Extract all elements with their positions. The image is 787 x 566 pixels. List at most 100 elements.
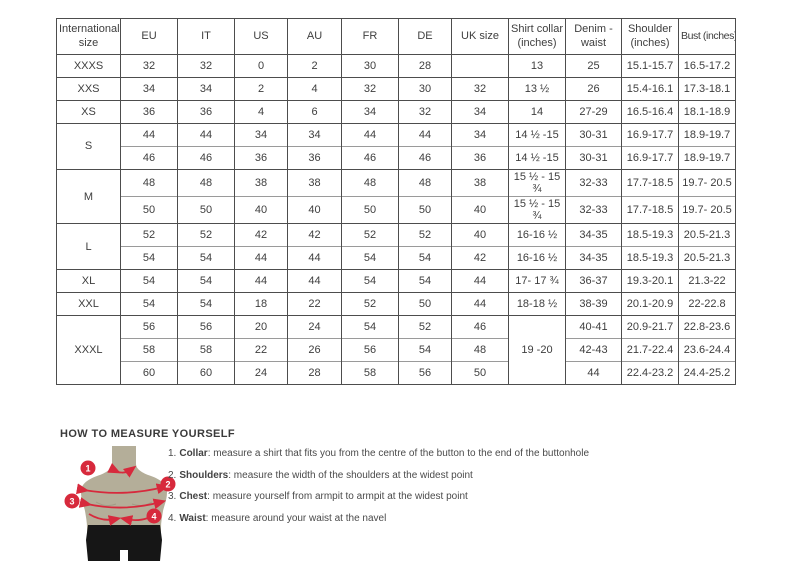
column-header: AU — [287, 18, 342, 55]
data-cell: 4 — [287, 77, 342, 101]
data-cell: 30-31 — [565, 146, 622, 170]
data-cell: 19.7- 20.5 — [678, 196, 736, 224]
data-cell: 4 — [234, 100, 288, 124]
data-cell: 28 — [287, 361, 342, 385]
data-cell: 13 ½ — [508, 77, 566, 101]
data-cell: 54 — [177, 292, 235, 316]
mannequin-diagram: 1 2 3 4 — [64, 446, 176, 561]
data-cell: 34 — [287, 123, 342, 147]
data-cell: 32 — [177, 54, 235, 78]
size-label-cell: XXXS — [56, 54, 121, 78]
data-cell: 44 — [451, 292, 509, 316]
data-cell: 17.7-18.5 — [621, 196, 679, 224]
data-cell: 54 — [341, 246, 399, 270]
data-cell: 28 — [398, 54, 452, 78]
data-cell: 44 — [120, 123, 178, 147]
table-row: XS 36 36 4 6 34 32 34 14 27-29 16.5-16.4 18.1-18.9 — [56, 100, 736, 124]
data-cell: 16.9-17.7 — [621, 146, 679, 170]
data-cell: 46 — [451, 315, 509, 339]
data-cell: 23.6-24.4 — [678, 338, 736, 362]
data-cell: 16.5-16.4 — [621, 100, 679, 124]
data-cell: 16.9-17.7 — [621, 123, 679, 147]
shorts-shape — [86, 525, 162, 561]
data-cell: 18.1-18.9 — [678, 100, 736, 124]
data-cell: 26 — [565, 77, 622, 101]
table-row: S 44 44 34 34 44 44 34 14 ½ -15 30-31 16.9-17.7 18.… — [56, 123, 736, 170]
measure-step-text: : measure a shirt that fits you from the… — [207, 448, 590, 459]
data-cell: 25 — [565, 54, 622, 78]
measure-step-text: : measure around your waist at the navel — [205, 512, 387, 524]
data-cell: 15.4-16.1 — [621, 77, 679, 101]
data-cell: 54 — [120, 292, 178, 316]
data-cell: 50 — [451, 361, 509, 385]
data-cell: 32 — [120, 54, 178, 78]
data-cell — [451, 54, 509, 78]
data-cell: 48 — [341, 168, 399, 197]
measure-step-label: Waist — [179, 512, 206, 524]
data-cell: 58 — [341, 361, 399, 385]
data-cell: 20.5-21.3 — [678, 246, 736, 270]
data-cell: 54 — [177, 246, 235, 270]
data-cell: 52 — [341, 292, 399, 316]
table-row: XXS 34 34 2 4 32 30 32 13 ½ 26 15.4-16.1 17.3-18.1 — [56, 77, 736, 101]
data-cell: 38 — [451, 168, 509, 197]
column-header: Shoulder (inches) — [621, 18, 679, 55]
measure-step-number: 3. — [168, 491, 177, 502]
data-cell: 21.3-22 — [678, 269, 736, 293]
data-cell: 44 — [234, 269, 288, 293]
data-cell: 54 — [120, 246, 178, 270]
data-cell: 18-18 ½ — [508, 292, 566, 316]
column-header: IT — [177, 18, 235, 55]
column-header: EU — [120, 18, 178, 55]
measure-step-text: : measure yourself from armpit to armpit… — [207, 491, 468, 502]
size-label-cell: XXS — [56, 77, 121, 101]
data-cell: 20.1-20.9 — [621, 292, 679, 316]
table-row: 54 54 44 44 54 54 42 16-16 ½ 34-35 18.5-19.3 20.5-… — [57, 246, 736, 270]
data-cell: 38-39 — [565, 292, 622, 316]
data-cell: 40 — [451, 223, 509, 247]
table-row: 60 60 24 28 58 56 50 44 22.4-23.2 24.4-25.2 — [57, 361, 736, 385]
data-cell: 2 — [287, 54, 342, 78]
data-cell: 18.5-19.3 — [621, 223, 679, 247]
size-chart-header: International size EU IT US AU FR DE UK size Shi… — [56, 18, 736, 55]
measure-step: 4. Waist: measure around your waist at th… — [168, 513, 748, 525]
diagram-badge-4: 4 — [146, 508, 162, 524]
data-cell: 13 — [508, 54, 566, 78]
size-label-cell: XXXL — [56, 315, 121, 385]
data-cell: 17.7-18.5 — [621, 168, 679, 197]
data-cell: 50 — [398, 196, 452, 224]
table-row: XXL 54 54 18 22 52 50 44 18-18 ½ 38-39 20.1-20.9 22… — [56, 292, 736, 316]
data-cell: 44 — [287, 246, 342, 270]
data-cell: 56 — [120, 315, 178, 339]
data-cell: 52 — [341, 223, 399, 247]
data-cell: 22.8-23.6 — [678, 315, 736, 339]
size-label-cell: M — [56, 168, 121, 224]
size-label-cell: XXL — [56, 292, 121, 316]
column-header: Bust (inches) — [678, 18, 736, 55]
data-cell: 34 — [451, 123, 509, 147]
table-row: 46 46 36 36 46 46 36 14 ½ -15 30-31 16.9-17.7 18.9… — [57, 146, 736, 170]
data-cell: 19.3-20.1 — [621, 269, 679, 293]
data-cell: 48 — [398, 168, 452, 197]
data-cell: 56 — [177, 315, 235, 339]
size-label-cell: XL — [56, 269, 121, 293]
data-cell: 14 — [508, 100, 566, 124]
measure-step-label: Shoulders — [179, 469, 229, 481]
column-header: US — [234, 18, 288, 55]
data-cell: 42 — [287, 223, 342, 247]
data-cell: 30 — [398, 77, 452, 101]
data-cell: 34 — [451, 100, 509, 124]
data-cell: 50 — [398, 292, 452, 316]
data-cell: 40 — [287, 196, 342, 224]
data-cell: 17.3-18.1 — [678, 77, 736, 101]
data-cell: 22 — [287, 292, 342, 316]
data-cell: 52 — [177, 223, 235, 247]
data-cell: 18.9-19.7 — [678, 146, 736, 170]
shoulders-measure-arrow — [75, 483, 170, 495]
data-cell: 30-31 — [565, 123, 622, 147]
data-cell: 27-29 — [565, 100, 622, 124]
data-cell: 15 ½ - 15 ¾ — [508, 196, 566, 224]
data-cell: 44 — [177, 123, 235, 147]
data-cell: 2 — [234, 77, 288, 101]
data-cell: 50 — [341, 196, 399, 224]
